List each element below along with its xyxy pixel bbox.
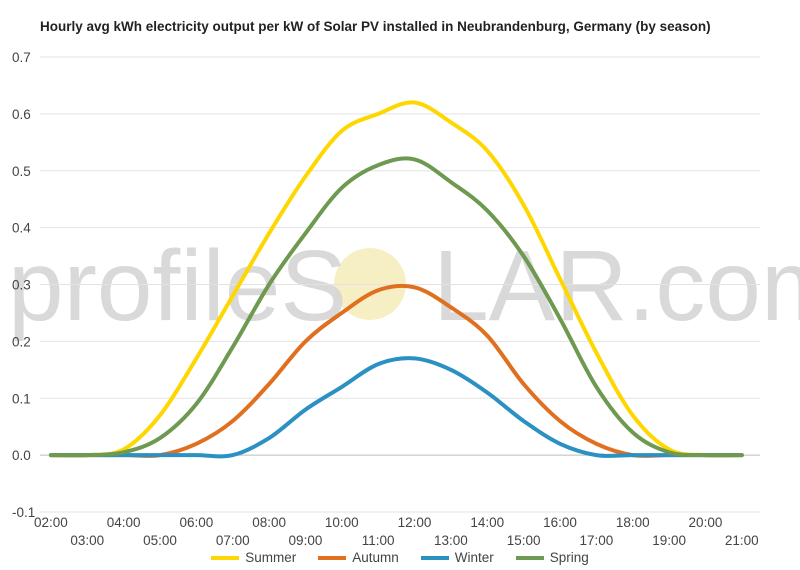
x-tick-label: 08:00 (252, 515, 286, 530)
legend-item-spring[interactable]: Spring (515, 550, 589, 565)
series-line-winter (48, 356, 744, 459)
y-tick-label: 0.4 (12, 221, 31, 236)
x-tick-label: 02:00 (34, 515, 68, 530)
y-tick-label: -0.1 (12, 505, 35, 520)
y-axis-labels: -0.1 0.0 0.1 0.2 0.3 0.4 0.5 0.6 0.7 (12, 50, 35, 520)
legend-item-autumn[interactable]: Autumn (318, 550, 399, 565)
y-tick-label: 0.7 (12, 50, 31, 65)
legend-label: Autumn (352, 550, 399, 565)
legend-swatch (515, 555, 544, 560)
legend-label: Winter (454, 550, 494, 565)
y-tick-label: 0.1 (12, 391, 31, 406)
legend-item-summer[interactable]: Summer (211, 550, 296, 565)
legend-swatch (318, 555, 347, 560)
x-tick-label: 04:00 (107, 515, 141, 530)
x-tick-label: 20:00 (689, 515, 723, 530)
x-tick-label: 05:00 (143, 533, 177, 548)
legend-item-winter[interactable]: Winter (420, 550, 494, 565)
legend-swatch (211, 555, 240, 560)
legend: Summer Autumn Winter Spring (0, 550, 800, 565)
x-tick-label: 16:00 (543, 515, 577, 530)
series-lines (48, 100, 744, 459)
x-tick-label: 09:00 (289, 533, 323, 548)
series-line-spring (48, 156, 744, 458)
x-tick-label: 06:00 (179, 515, 213, 530)
y-tick-label: 0.2 (12, 334, 31, 349)
x-tick-label: 19:00 (652, 533, 686, 548)
y-tick-label: 0.6 (12, 107, 31, 122)
y-tick-label: 0.5 (12, 164, 31, 179)
series-line-summer (48, 100, 744, 458)
x-tick-label: 17:00 (579, 533, 613, 548)
x-tick-label: 12:00 (398, 515, 432, 530)
x-tick-label: 13:00 (434, 533, 468, 548)
x-tick-label: 15:00 (507, 533, 541, 548)
x-axis-labels: 02:0003:0004:0005:0006:0007:0008:0009:00… (34, 515, 759, 548)
x-tick-label: 03:00 (70, 533, 104, 548)
legend-swatch (420, 555, 449, 560)
y-tick-label: 0.3 (12, 278, 31, 293)
x-tick-label: 07:00 (216, 533, 250, 548)
chart-title: Hourly avg kWh electricity output per kW… (40, 19, 711, 34)
x-tick-label: 14:00 (470, 515, 504, 530)
x-tick-label: 11:00 (362, 533, 395, 548)
x-tick-label: 21:00 (725, 533, 759, 548)
legend-label: Spring (549, 550, 589, 565)
legend-label: Summer (245, 550, 297, 565)
y-tick-label: 0.0 (12, 448, 31, 463)
x-tick-label: 18:00 (616, 515, 650, 530)
x-tick-label: 10:00 (325, 515, 359, 530)
